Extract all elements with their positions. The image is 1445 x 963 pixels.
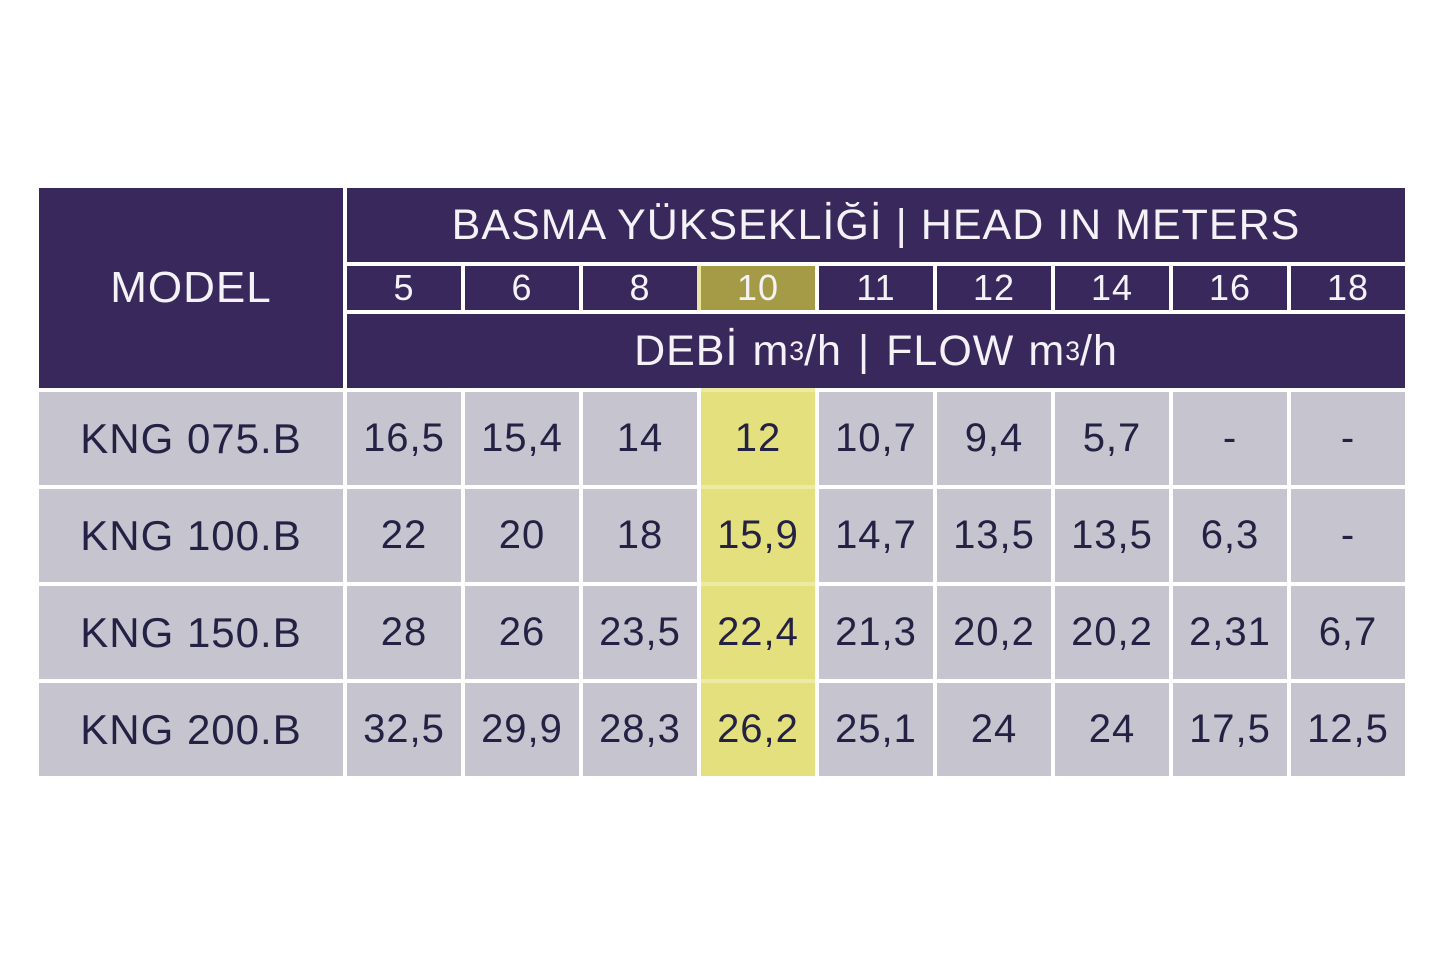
table-cell: 13,5 — [1055, 489, 1169, 582]
table-cell: 14 — [583, 392, 697, 485]
table-cell: 10,7 — [819, 392, 933, 485]
flow-unit-suffix: /h — [1080, 326, 1118, 375]
table-cell: 24 — [1055, 683, 1169, 776]
flow-unit-suffix: /h — [804, 326, 842, 375]
table-cell: 18 — [583, 489, 697, 582]
table-cell: 12,5 — [1291, 683, 1405, 776]
head-value-column-highlighted: 10 — [701, 266, 815, 310]
table-cell-highlighted: 22,4 — [701, 586, 815, 679]
table-cell: 26 — [465, 586, 579, 679]
table-cell: 21,3 — [819, 586, 933, 679]
flow-unit-base: m — [752, 326, 790, 375]
flow-unit-sup: 3 — [1065, 335, 1081, 366]
head-value-column: 5 — [347, 266, 461, 310]
flow-unit-base: m — [1028, 326, 1066, 375]
model-column-header: MODEL — [39, 188, 343, 388]
table-cell: 28 — [347, 586, 461, 679]
table-cell: 20,2 — [1055, 586, 1169, 679]
model-cell: KNG 200.B — [39, 683, 343, 776]
table-cell: 28,3 — [583, 683, 697, 776]
table-cell: 15,4 — [465, 392, 579, 485]
table-cell: 23,5 — [583, 586, 697, 679]
pump-spec-table: MODEL BASMA YÜKSEKLİĞİ | HEAD IN METERS … — [39, 188, 1405, 776]
table-cell: 24 — [937, 683, 1051, 776]
table-cell: 22 — [347, 489, 461, 582]
flow-label-en: FLOW — [886, 326, 1015, 375]
table-cell: 25,1 — [819, 683, 933, 776]
head-value-column: 14 — [1055, 266, 1169, 310]
flow-header: DEBİ m 3/h | FLOW m 3/h — [347, 314, 1405, 388]
model-cell: KNG 075.B — [39, 392, 343, 485]
model-cell: KNG 100.B — [39, 489, 343, 582]
table-cell: 6,7 — [1291, 586, 1405, 679]
table-cell: 32,5 — [347, 683, 461, 776]
table-cell: 29,9 — [465, 683, 579, 776]
table-cell: 9,4 — [937, 392, 1051, 485]
table-cell-highlighted: 15,9 — [701, 489, 815, 582]
table-cell-highlighted: 12 — [701, 392, 815, 485]
table-cell: 5,7 — [1055, 392, 1169, 485]
flow-unit-sup: 3 — [789, 335, 805, 366]
head-value-column: 6 — [465, 266, 579, 310]
table-cell: 16,5 — [347, 392, 461, 485]
head-in-meters-header: BASMA YÜKSEKLİĞİ | HEAD IN METERS — [347, 188, 1405, 262]
head-value-column: 16 — [1173, 266, 1287, 310]
table-cell: 14,7 — [819, 489, 933, 582]
flow-separator: | — [857, 326, 871, 375]
table-cell: - — [1173, 392, 1287, 485]
table-cell: - — [1291, 392, 1405, 485]
head-value-column: 18 — [1291, 266, 1405, 310]
model-cell: KNG 150.B — [39, 586, 343, 679]
table-cell: 17,5 — [1173, 683, 1287, 776]
table-cell: 20,2 — [937, 586, 1051, 679]
table-cell: 6,3 — [1173, 489, 1287, 582]
table-cell-highlighted: 26,2 — [701, 683, 815, 776]
head-value-column: 12 — [937, 266, 1051, 310]
flow-label-tr: DEBİ — [634, 326, 739, 375]
table-cell: 2,31 — [1173, 586, 1287, 679]
head-value-column: 11 — [819, 266, 933, 310]
table-cell: 20 — [465, 489, 579, 582]
table-cell: - — [1291, 489, 1405, 582]
table-cell: 13,5 — [937, 489, 1051, 582]
head-value-column: 8 — [583, 266, 697, 310]
